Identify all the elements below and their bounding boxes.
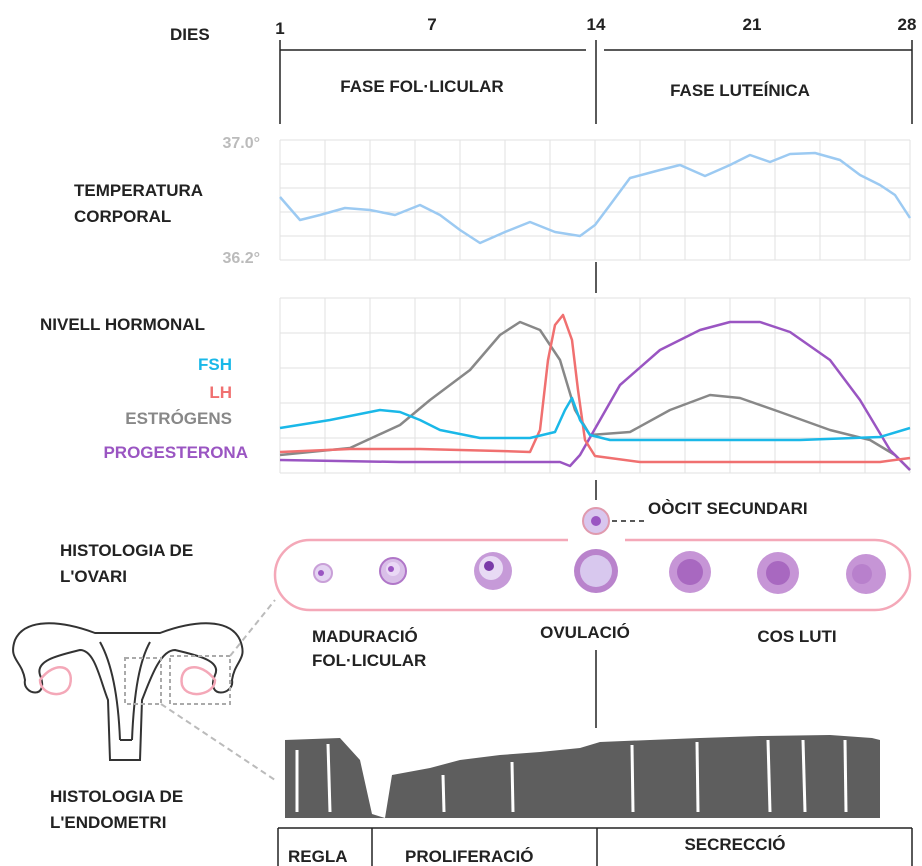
hormone-title: NIVELL HORMONAL bbox=[40, 315, 205, 334]
stage-label: FOL·LICULAR bbox=[312, 651, 426, 670]
temp-title: TEMPERATURA bbox=[74, 181, 203, 200]
phase-label: FASE FOL·LICULAR bbox=[340, 77, 503, 96]
endo-phase: PROLIFERACIÓ bbox=[405, 847, 533, 866]
hormone-grid bbox=[280, 298, 910, 473]
legend-progesterone: PROGESTERONA bbox=[103, 443, 248, 462]
days-label: DIES bbox=[170, 25, 210, 44]
endo-phase: SECRECCIÓ bbox=[684, 835, 785, 854]
phase-label: FASE LUTEÍNICA bbox=[670, 81, 810, 100]
day-label: 7 bbox=[427, 15, 436, 34]
oocyte-label: OÒCIT SECUNDARI bbox=[648, 499, 808, 518]
legend-fsh: FSH bbox=[198, 355, 232, 374]
follicles bbox=[314, 508, 886, 594]
temp-title: CORPORAL bbox=[74, 207, 171, 226]
temp-grid bbox=[280, 140, 910, 260]
endometrium-timeline bbox=[278, 828, 912, 866]
day-label: 28 bbox=[898, 15, 917, 34]
stage-label: OVULACIÓ bbox=[540, 623, 630, 642]
endo-title: L'ENDOMETRI bbox=[50, 813, 166, 832]
day-label: 1 bbox=[275, 19, 284, 38]
ovary-title: L'OVARI bbox=[60, 567, 127, 586]
cycle-diagram: DIES 1 7 14 21 28 FASE FOL·LICULAR FASE … bbox=[0, 0, 922, 866]
temp-min: 36.2° bbox=[222, 250, 260, 267]
day-label: 21 bbox=[743, 15, 762, 34]
endo-phase: REGLA bbox=[288, 847, 348, 866]
legend-estrogens: ESTRÓGENS bbox=[125, 409, 232, 428]
day-label: 14 bbox=[587, 15, 606, 34]
endo-title: HISTOLOGIA DE bbox=[50, 787, 183, 806]
stage-label: COS LUTI bbox=[757, 627, 836, 646]
temp-max: 37.0° bbox=[222, 135, 260, 152]
legend-lh: LH bbox=[209, 383, 232, 402]
uterus-icon bbox=[13, 600, 275, 780]
ovary-title: HISTOLOGIA DE bbox=[60, 541, 193, 560]
stage-label: MADURACIÓ bbox=[312, 627, 418, 646]
endometrium-tissue bbox=[285, 735, 880, 818]
